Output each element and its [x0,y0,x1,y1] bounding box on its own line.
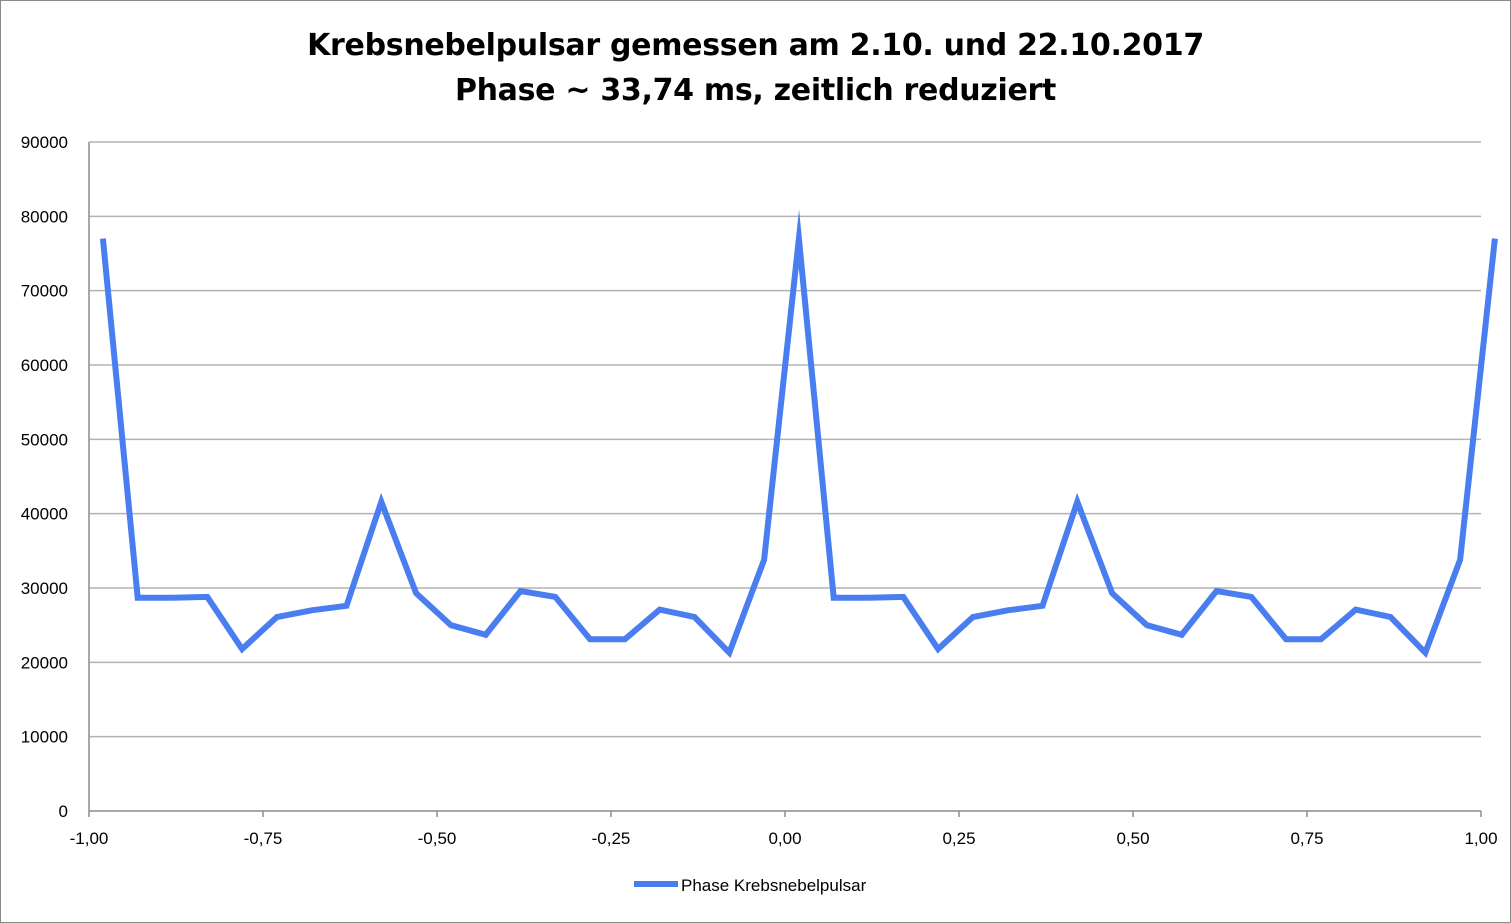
y-tick-label: 40000 [21,505,68,524]
y-tick-label: 90000 [21,133,68,152]
y-tick-label: 20000 [21,653,68,672]
series-lines [99,209,1498,659]
gridlines [89,141,1481,738]
x-tick-label: 1,00 [1464,829,1497,848]
x-tick-label: -0,75 [244,829,283,848]
legend: Phase Krebsnebelpulsar [634,876,867,895]
x-tick-label: 0,75 [1290,829,1323,848]
legend-label: Phase Krebsnebelpulsar [681,876,867,895]
x-tick-label: -0,25 [592,829,631,848]
x-tick-label: 0,50 [1116,829,1149,848]
axes: 0 10000 20000 30000 40000 50000 60000 70000 8000… [21,133,1498,848]
x-tick-label: 0,00 [768,829,801,848]
y-tick-label: 0 [59,802,68,821]
chart-title: Krebsnebelpulsar gemessen am 2.10. und 2… [307,28,1204,63]
x-tick-label: -0,50 [418,829,457,848]
y-tick-label: 10000 [21,728,68,747]
y-tick-label: 30000 [21,579,68,598]
x-tick-label: 0,25 [942,829,975,848]
y-tick-label: 80000 [21,207,68,226]
series-line [99,209,1498,659]
x-tick-label: -1,00 [70,829,109,848]
chart-subtitle: Phase ~ 33,74 ms, zeitlich reduziert [454,73,1057,108]
y-tick-label: 60000 [21,356,68,375]
y-tick-label: 50000 [21,430,68,449]
y-tick-label: 70000 [21,282,68,301]
